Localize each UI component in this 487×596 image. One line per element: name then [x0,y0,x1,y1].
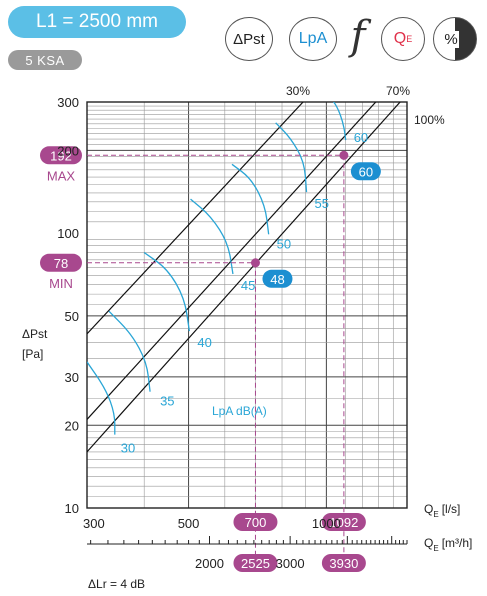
y-tick-label: 50 [65,309,79,324]
percent-icon: % [433,17,477,61]
op-flow-label: 700 [245,515,267,530]
x-tick-label: 300 [83,516,105,531]
op-lpa-label: 60 [359,164,373,179]
opening-line-label: 30% [286,84,310,98]
op-pressure-pill [40,146,82,165]
sound-curve [87,361,116,435]
sound-curve-label: 45 [241,278,255,293]
function-icon: f [343,10,373,62]
op-flow-pill [321,513,366,531]
op-flow-label: 1092 [329,515,358,530]
sound-curves: 30 35 40 45 50 55 60 [87,102,368,456]
op-flow-m3h-label: 3930 [329,556,358,571]
x-axis-title: QE [l/s] [424,502,460,519]
y-tick-label: 20 [65,418,79,433]
x-tick-label: 1000 [312,516,341,531]
op-point [250,258,260,268]
sound-curve [190,198,234,275]
op-lpa-badge [350,162,381,181]
opening-lines: 30% 70% 100% [87,84,445,453]
x-tick-label: 500 [178,516,200,531]
sound-curve [108,310,151,392]
y-axis-title: ΔPst [22,327,48,341]
op-flow-m3h-pill [233,554,278,572]
axis-labels: 10 20 30 50 100 200 300 300 500 1000 2000 3000 [57,95,408,571]
delta-p-icon: ΔPst [225,17,273,61]
model-badge: 5 KSA [8,50,82,70]
op-state-label: MAX [47,168,76,183]
sound-curve [332,102,347,141]
sound-curve-label: 30 [121,441,135,456]
op-flow-m3h-pill [321,554,366,572]
flow-icon-sub: E [406,34,413,44]
x2-axis-unit: [m³/h] [442,536,473,550]
opening-line-label: 70% [386,84,410,98]
noise-label: LpA dB(A) [212,404,267,418]
y-tick-label: 300 [57,95,79,110]
x2-axis-title: QE [m³/h] [424,536,472,553]
delta-p-icon-label: ΔPst [233,30,265,48]
plot-border [86,101,408,509]
op-flow-pill [233,513,278,531]
opening-line [87,102,401,453]
x2-tick-label: 2000 [195,556,224,571]
op-state-label: MIN [49,276,73,291]
x2-tick-label: 3000 [276,556,305,571]
sound-curve-label: 55 [315,196,329,211]
function-icon-label: f [350,13,366,59]
sound-curve [143,252,191,332]
plot-frame [86,101,408,509]
attenuation-note: ΔLr = 4 dB [88,577,145,591]
x-axis-unit: [l/s] [442,502,461,516]
y-tick-label: 100 [57,226,79,241]
length-badge: L1 = 2500 mm [8,6,186,38]
sound-curve-label: 35 [160,394,174,409]
opening-line [87,102,304,335]
x2-axis-q: Q [424,536,433,550]
percent-icon-label: % [443,30,459,48]
sound-curve [275,122,308,193]
flow-icon-label: Q [393,30,407,47]
op-pressure-label: 78 [54,256,68,271]
x-axis-sub: E [433,510,438,519]
x2-axis-sub: E [433,544,438,553]
op-pressure-pill [40,253,82,272]
opening-line [87,102,377,420]
y-tick-label: 200 [57,143,79,158]
sound-power-icon: LpA [289,17,337,61]
opening-line-label: 100% [414,113,445,127]
op-lpa-badge [262,269,293,288]
x-axis-q: Q [424,502,433,516]
sound-curve-label: 40 [197,335,211,350]
sound-curve-label: 50 [277,236,291,251]
op-pressure-label: 192 [50,148,72,163]
operating-points: 78 MIN 48 700 2525 192 MAX 60 1092 3930 [40,146,381,572]
y-tick-label: 30 [65,370,79,385]
sound-power-icon-label: LpA [298,30,328,47]
op-point [339,150,349,160]
y-tick-label: 10 [65,501,79,516]
op-flow-m3h-label: 2525 [241,556,270,571]
y-axis-unit: [Pa] [22,347,43,361]
sound-curve-label: 60 [354,130,368,145]
op-lpa-label: 48 [270,272,284,287]
sound-curve [231,163,270,235]
